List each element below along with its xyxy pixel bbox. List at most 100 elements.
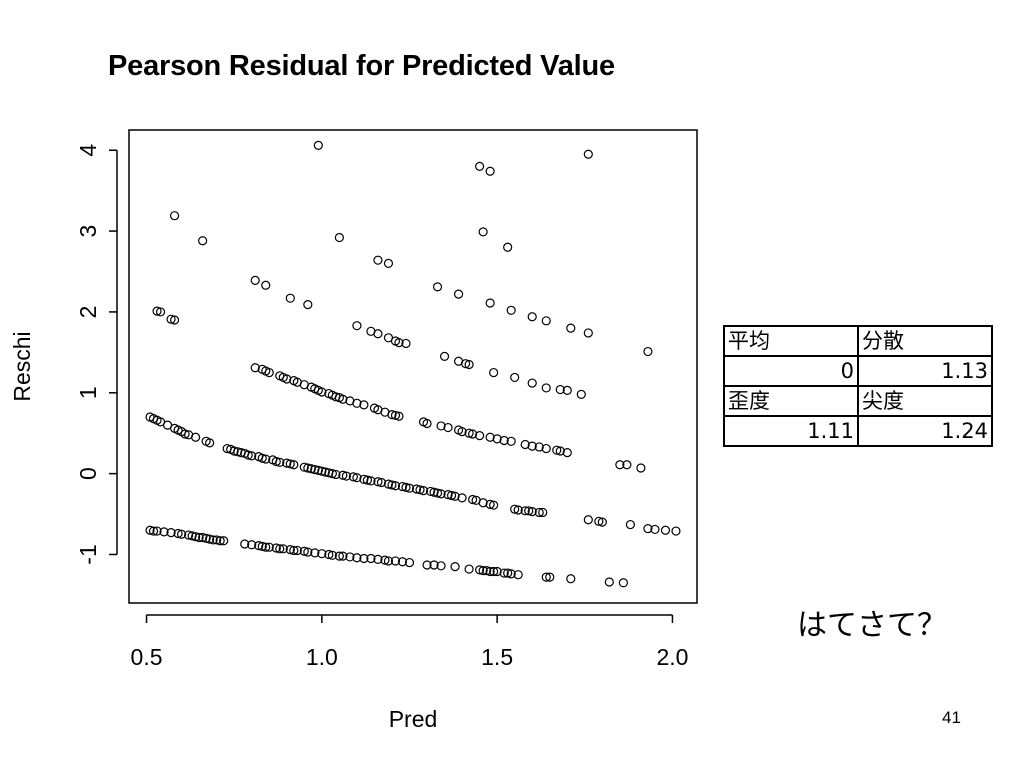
data-point xyxy=(334,232,344,243)
data-point xyxy=(485,499,495,509)
data-point xyxy=(503,242,513,252)
data-point xyxy=(373,329,383,339)
data-point xyxy=(250,275,260,285)
data-point xyxy=(338,394,348,404)
data-point xyxy=(303,463,313,473)
data-point xyxy=(320,467,330,477)
data-point xyxy=(457,426,467,437)
data-point xyxy=(152,526,162,536)
data-point xyxy=(166,314,176,324)
data-point xyxy=(432,488,443,498)
value-mean: 0 xyxy=(723,355,859,387)
data-point xyxy=(520,439,530,450)
data-point xyxy=(562,448,572,458)
data-point xyxy=(625,519,635,530)
data-point xyxy=(366,476,376,486)
data-point xyxy=(566,574,576,584)
data-point xyxy=(148,526,159,536)
data-point xyxy=(566,323,576,333)
data-point xyxy=(506,436,516,446)
data-point xyxy=(257,541,267,552)
x-axis-label: Pred xyxy=(389,706,438,732)
data-point xyxy=(499,435,509,446)
data-point xyxy=(446,490,457,501)
data-point xyxy=(198,532,208,543)
data-point xyxy=(622,460,632,470)
data-point xyxy=(306,464,316,474)
data-point xyxy=(541,383,551,393)
data-point xyxy=(212,535,222,545)
data-point xyxy=(310,464,320,475)
label-variance: 分散 xyxy=(857,325,993,357)
data-point xyxy=(492,434,502,444)
data-point xyxy=(345,552,355,562)
data-point xyxy=(331,469,341,480)
data-point xyxy=(317,549,327,559)
data-point xyxy=(275,544,285,554)
data-point xyxy=(285,545,295,555)
data-point xyxy=(485,432,495,442)
data-point xyxy=(348,472,358,482)
data-point xyxy=(352,553,362,563)
data-point xyxy=(397,481,408,492)
data-point xyxy=(285,459,295,469)
data-point xyxy=(257,453,267,463)
slide-note: はてさて？ xyxy=(797,608,947,643)
data-point xyxy=(545,572,555,582)
data-point xyxy=(352,398,362,408)
data-point xyxy=(492,566,502,577)
y-tick-label: 1 xyxy=(75,386,101,399)
data-point xyxy=(169,211,180,221)
data-point xyxy=(489,367,499,378)
data-point xyxy=(208,535,218,545)
x-tick-label: 1.0 xyxy=(306,644,338,670)
data-point xyxy=(247,540,257,550)
data-point xyxy=(219,536,229,546)
data-point xyxy=(317,387,327,397)
data-point xyxy=(615,460,625,470)
data-point xyxy=(366,553,376,564)
data-point xyxy=(187,531,197,541)
data-point xyxy=(359,400,369,410)
data-point xyxy=(155,307,166,317)
data-point xyxy=(338,470,348,480)
data-point xyxy=(485,298,495,308)
data-point xyxy=(489,500,499,510)
data-point xyxy=(334,551,344,561)
data-point xyxy=(524,506,534,516)
data-point xyxy=(583,328,593,338)
data-point xyxy=(503,568,513,578)
data-point xyxy=(184,530,194,540)
data-point xyxy=(464,428,474,438)
data-point xyxy=(453,289,464,299)
data-point xyxy=(387,480,397,490)
data-point xyxy=(425,486,436,497)
data-point xyxy=(383,479,394,489)
data-point xyxy=(660,525,671,535)
data-point xyxy=(478,227,488,237)
data-point xyxy=(411,484,422,494)
data-point xyxy=(520,506,530,516)
data-point xyxy=(576,389,586,399)
data-point xyxy=(618,578,628,588)
data-point xyxy=(383,556,394,566)
y-tick-label: 3 xyxy=(75,225,101,238)
data-point xyxy=(310,548,320,558)
data-point xyxy=(436,421,446,431)
data-point xyxy=(261,280,271,290)
data-point xyxy=(299,462,309,472)
data-point xyxy=(436,561,446,571)
data-point xyxy=(594,516,604,526)
data-point xyxy=(510,372,520,383)
data-point xyxy=(264,542,274,552)
data-point xyxy=(443,422,453,433)
data-point xyxy=(373,477,383,487)
data-point xyxy=(527,441,537,451)
data-point xyxy=(205,534,215,544)
data-point xyxy=(534,442,544,452)
data-point xyxy=(541,316,551,326)
data-point xyxy=(373,255,383,265)
data-point xyxy=(250,363,260,373)
data-point xyxy=(450,562,460,572)
